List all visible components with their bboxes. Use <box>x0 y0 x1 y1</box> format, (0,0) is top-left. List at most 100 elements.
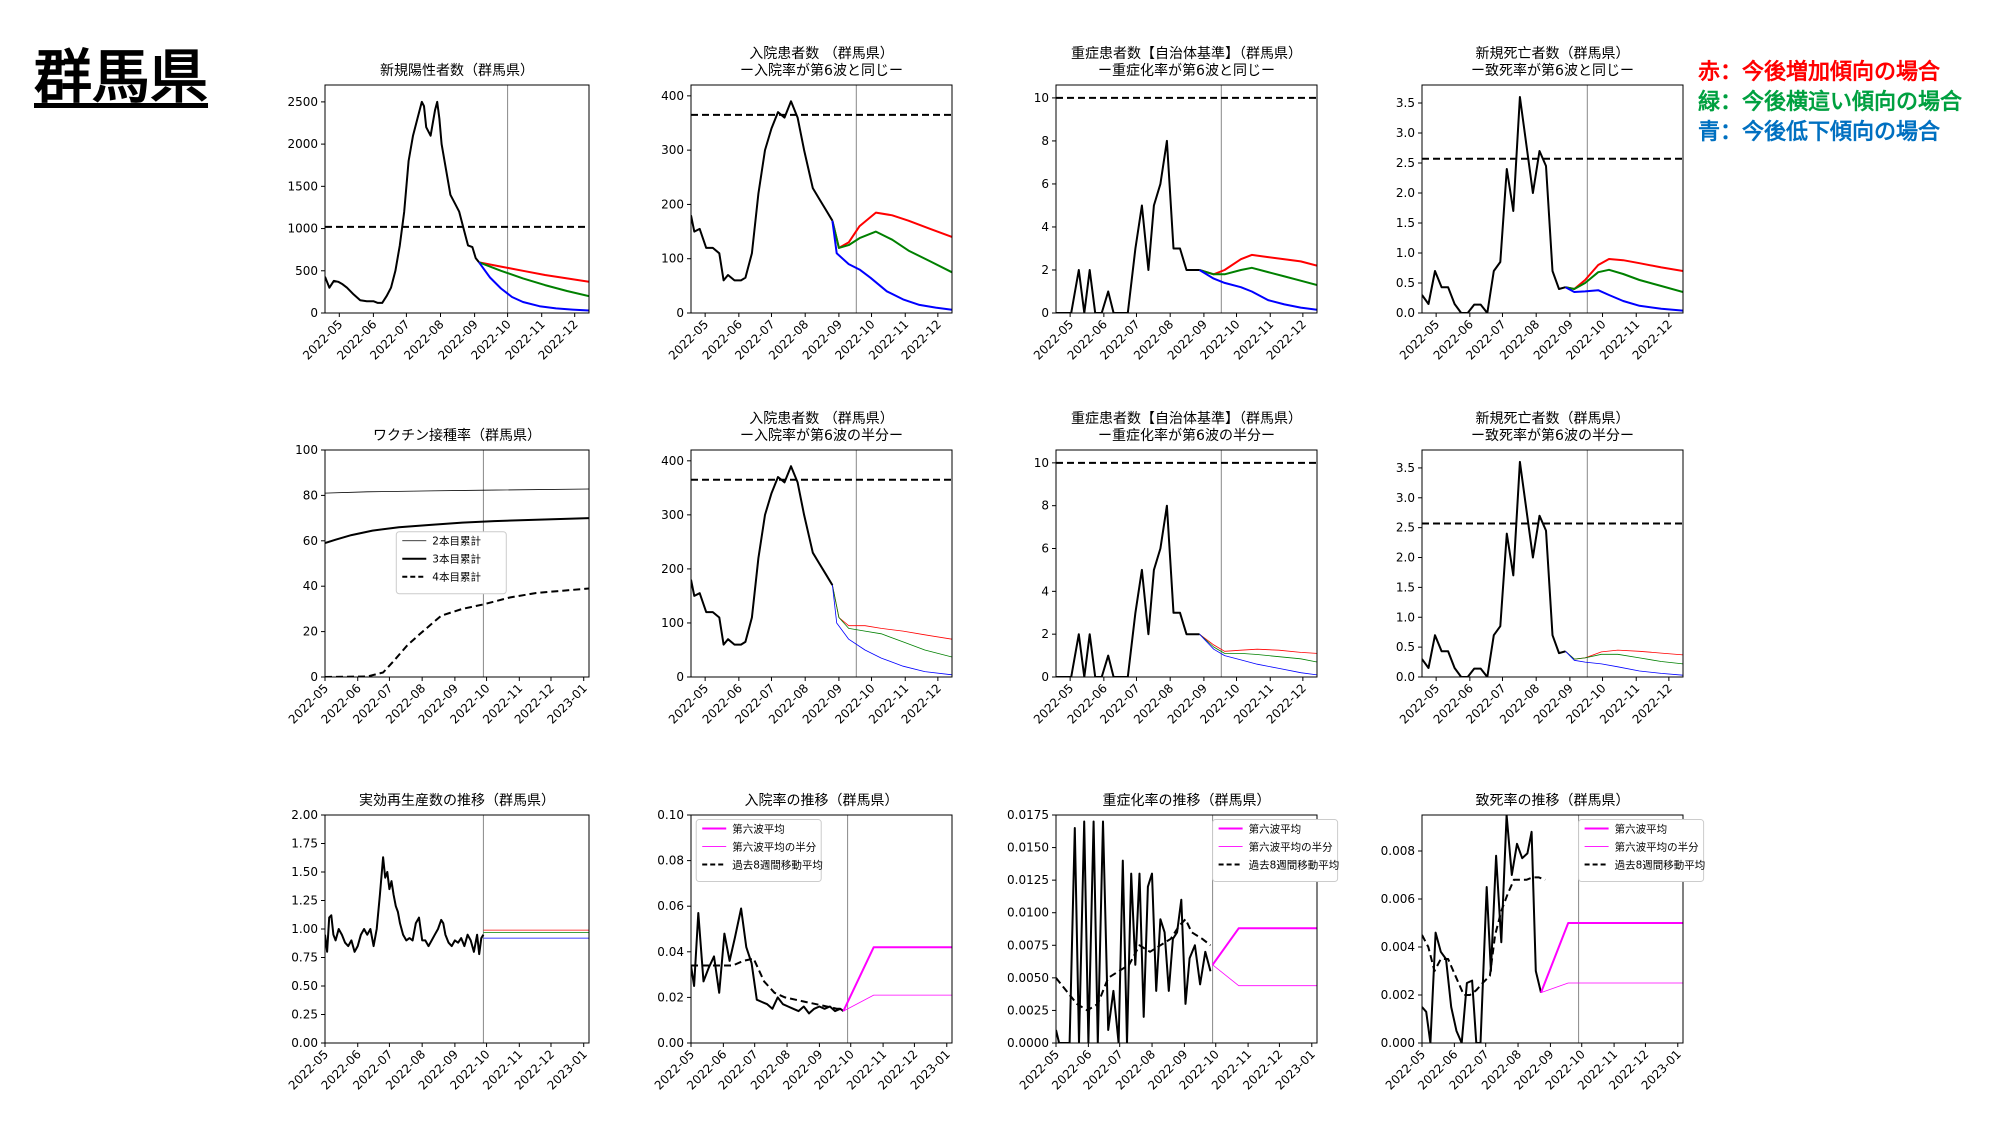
chart-title: ー致死率が第6波と同じー <box>1471 62 1634 79</box>
y-tick-label: 1000 <box>287 222 318 236</box>
y-tick-label: 500 <box>295 264 318 278</box>
chart-title: 入院患者数 （群馬県） <box>749 46 893 62</box>
series-line-1 <box>1199 633 1317 654</box>
series-line-1 <box>325 517 589 545</box>
series-line-2 <box>832 585 952 658</box>
series-line-0 <box>1422 96 1566 313</box>
series-line-2 <box>1199 266 1317 286</box>
y-tick-label: 0 <box>310 306 318 320</box>
legend-label: 第六波平均 <box>1615 823 1668 836</box>
y-tick-label: 6 <box>1041 177 1049 191</box>
chart-title: 入院患者数 （群馬県） <box>749 411 893 427</box>
series-line-0 <box>325 856 485 956</box>
y-tick-label: 200 <box>661 562 684 576</box>
legend-label: 過去8週間移動平均 <box>732 859 823 872</box>
series-line-0 <box>691 907 844 1015</box>
y-tick-label: 0.0 <box>1396 306 1415 320</box>
plot-area <box>325 815 589 1043</box>
y-tick-label: 0.08 <box>657 854 684 868</box>
plot-area <box>1056 85 1317 313</box>
y-tick-label: 0.50 <box>291 979 318 993</box>
series-line-2 <box>831 220 952 274</box>
y-tick-label: 40 <box>303 579 318 593</box>
y-tick-label: 1.75 <box>291 837 318 851</box>
legend-label: 第六波平均 <box>732 823 785 836</box>
series-line-3 <box>1540 982 1683 993</box>
y-tick-label: 10 <box>1034 456 1049 470</box>
y-tick-label: 6 <box>1041 542 1049 556</box>
series-line-1 <box>691 957 844 1010</box>
y-tick-label: 0.04 <box>657 945 684 959</box>
legend-box <box>1212 819 1339 883</box>
y-tick-label: 1.5 <box>1396 216 1415 230</box>
chart-c00: 新規陽性者数（群馬県）050010001500200025002022-0520… <box>287 63 590 363</box>
series-line-1 <box>1199 253 1317 276</box>
y-tick-label: 1.25 <box>291 894 318 908</box>
y-tick-label: 2 <box>1041 627 1049 641</box>
axes-frame <box>690 449 953 678</box>
y-tick-label: 0 <box>1041 306 1049 320</box>
y-tick-label: 1500 <box>287 179 318 193</box>
legend-box <box>1578 819 1705 883</box>
axes-frame <box>1421 84 1684 314</box>
series-line-3 <box>831 220 952 311</box>
legend-label: 3本目累計 <box>432 553 481 566</box>
legend-box <box>695 819 822 883</box>
chart-title: 実効再生産数の推移（群馬県） <box>359 793 555 809</box>
plot-area <box>691 815 952 1043</box>
y-tick-label: 80 <box>303 488 318 502</box>
y-tick-label: 3.5 <box>1396 461 1415 475</box>
y-tick-label: 400 <box>661 454 684 468</box>
y-tick-label: 1.50 <box>291 865 318 879</box>
y-tick-label: 0 <box>676 670 684 684</box>
y-tick-label: 0 <box>676 306 684 320</box>
series-line-2 <box>1211 927 1317 966</box>
y-tick-label: 2.00 <box>291 808 318 822</box>
plot-area <box>691 450 952 677</box>
y-tick-label: 0.00 <box>657 1036 684 1050</box>
chart-c02: 重症患者数【自治体基準】（群馬県）ー重症化率が第6波と同じー0246810202… <box>1031 45 1318 363</box>
series-line-2 <box>478 261 589 298</box>
axes-frame <box>324 814 590 1044</box>
legend-green-text: 緑：今後横這い傾向の場合 <box>1698 90 1963 115</box>
y-tick-label: 0.0175 <box>1007 808 1049 822</box>
chart-title: 致死率の推移（群馬県） <box>1476 792 1630 809</box>
legend-label: 過去8週間移動平均 <box>1249 859 1340 872</box>
chart-c21: 入院率の推移（群馬県）0.000.020.040.060.080.102022-… <box>652 792 953 1093</box>
y-tick-label: 4 <box>1041 584 1049 598</box>
y-tick-label: 0.0050 <box>1007 971 1049 985</box>
series-line-2 <box>842 946 952 1012</box>
y-tick-label: 3.5 <box>1396 96 1415 110</box>
y-tick-label: 2500 <box>287 95 318 109</box>
series-line-0 <box>1422 815 1542 1043</box>
y-tick-label: 0.00 <box>291 1036 318 1050</box>
chart-title: 新規陽性者数（群馬県） <box>380 63 534 79</box>
plot-area <box>1422 450 1683 677</box>
plot-area <box>691 85 952 313</box>
series-line-3 <box>832 585 952 676</box>
series-line-3 <box>1212 964 1317 987</box>
chart-title: ー入院率が第6波の半分ー <box>740 427 903 444</box>
axes-frame <box>690 814 953 1044</box>
chart-title: 入院率の推移（群馬県） <box>745 792 899 809</box>
y-tick-label: 0 <box>1041 670 1049 684</box>
y-tick-label: 100 <box>661 616 684 630</box>
chart-title: ー重症化率が第6波と同じー <box>1098 62 1275 79</box>
y-tick-label: 0.75 <box>291 951 318 965</box>
chart-title: 重症化率の推移（群馬県） <box>1103 792 1271 809</box>
series-line-3 <box>843 994 952 1012</box>
y-tick-label: 200 <box>661 197 684 211</box>
y-tick-label: 0.0 <box>1396 670 1415 684</box>
series-line-0 <box>325 100 480 304</box>
axes-frame <box>324 84 590 314</box>
series-line-3 <box>1199 633 1317 676</box>
y-tick-label: 0.004 <box>1381 940 1415 954</box>
y-tick-label: 8 <box>1041 499 1049 513</box>
series-line-0 <box>691 100 834 282</box>
y-tick-label: 2 <box>1041 263 1049 277</box>
y-tick-label: 60 <box>303 534 318 548</box>
legend-label: 2本目累計 <box>432 535 481 548</box>
series-line-1 <box>1056 918 1212 1012</box>
chart-c11: 入院患者数 （群馬県）ー入院率が第6波の半分ー01002003004002022… <box>661 411 953 727</box>
